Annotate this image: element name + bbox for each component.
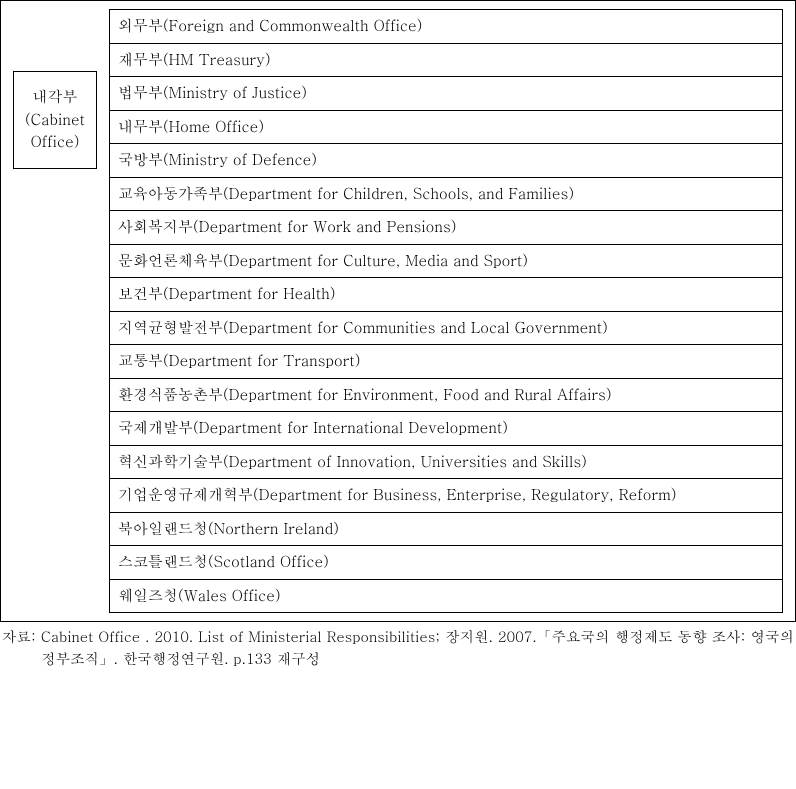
table-row: 스코틀랜드청(Scotland Office) xyxy=(110,546,783,580)
cabinet-label-english-2: Office) xyxy=(24,131,86,154)
table-row: 문화언론체육부(Department for Culture, Media an… xyxy=(110,244,783,278)
cabinet-label-korean: 내각부 xyxy=(24,86,86,109)
ministry-cell: 법무부(Ministry of Justice) xyxy=(110,77,783,111)
ministry-cell: 국제개발부(Department for International Devel… xyxy=(110,412,783,446)
ministry-cell: 내무부(Home Office) xyxy=(110,110,783,144)
ministry-cell: 환경식품농촌부(Department for Environment, Food… xyxy=(110,378,783,412)
table-row: 재무부(HM Treasury) xyxy=(110,43,783,77)
ministries-tbody: 외무부(Foreign and Commonwealth Office)재무부(… xyxy=(110,10,783,613)
table-row: 북아일랜드청(Northern Ireland) xyxy=(110,512,783,546)
table-row: 보건부(Department for Health) xyxy=(110,278,783,312)
table-row: 기업운영규제개혁부(Department for Business, Enter… xyxy=(110,479,783,513)
ministry-cell: 문화언론체육부(Department for Culture, Media an… xyxy=(110,244,783,278)
ministry-cell: 교통부(Department for Transport) xyxy=(110,345,783,379)
table-row: 교통부(Department for Transport) xyxy=(110,345,783,379)
ministry-cell: 웨일즈청(Wales Office) xyxy=(110,579,783,613)
ministry-cell: 국방부(Ministry of Defence) xyxy=(110,144,783,178)
diagram-content-row: 내각부 (Cabinet Office) 외무부(Foreign and Com… xyxy=(13,9,783,613)
ministry-cell: 재무부(HM Treasury) xyxy=(110,43,783,77)
ministries-table: 외무부(Foreign and Commonwealth Office)재무부(… xyxy=(109,9,783,613)
ministry-cell: 혁신과학기술부(Department of Innovation, Univer… xyxy=(110,445,783,479)
table-row: 국방부(Ministry of Defence) xyxy=(110,144,783,178)
ministry-cell: 교육아동가족부(Department for Children, Schools… xyxy=(110,177,783,211)
table-row: 내무부(Home Office) xyxy=(110,110,783,144)
ministry-cell: 지역균형발전부(Department for Communities and L… xyxy=(110,311,783,345)
ministry-cell: 스코틀랜드청(Scotland Office) xyxy=(110,546,783,580)
table-row: 사회복지부(Department for Work and Pensions) xyxy=(110,211,783,245)
table-row: 교육아동가족부(Department for Children, Schools… xyxy=(110,177,783,211)
table-row: 혁신과학기술부(Department of Innovation, Univer… xyxy=(110,445,783,479)
ministry-cell: 보건부(Department for Health) xyxy=(110,278,783,312)
source-citation: 자료: Cabinet Office . 2010. List of Minis… xyxy=(0,622,796,671)
ministry-cell: 외무부(Foreign and Commonwealth Office) xyxy=(110,10,783,44)
cabinet-label-english-1: (Cabinet xyxy=(24,109,86,132)
ministry-cell: 사회복지부(Department for Work and Pensions) xyxy=(110,211,783,245)
table-row: 법무부(Ministry of Justice) xyxy=(110,77,783,111)
table-row: 환경식품농촌부(Department for Environment, Food… xyxy=(110,378,783,412)
table-row: 국제개발부(Department for International Devel… xyxy=(110,412,783,446)
source-text: 자료: Cabinet Office . 2010. List of Minis… xyxy=(2,626,794,671)
table-row: 지역균형발전부(Department for Communities and L… xyxy=(110,311,783,345)
diagram-frame: 내각부 (Cabinet Office) 외무부(Foreign and Com… xyxy=(0,0,796,622)
table-row: 웨일즈청(Wales Office) xyxy=(110,579,783,613)
ministry-cell: 기업운영규제개혁부(Department for Business, Enter… xyxy=(110,479,783,513)
table-row: 외무부(Foreign and Commonwealth Office) xyxy=(110,10,783,44)
ministry-cell: 북아일랜드청(Northern Ireland) xyxy=(110,512,783,546)
cabinet-office-box: 내각부 (Cabinet Office) xyxy=(13,71,97,169)
